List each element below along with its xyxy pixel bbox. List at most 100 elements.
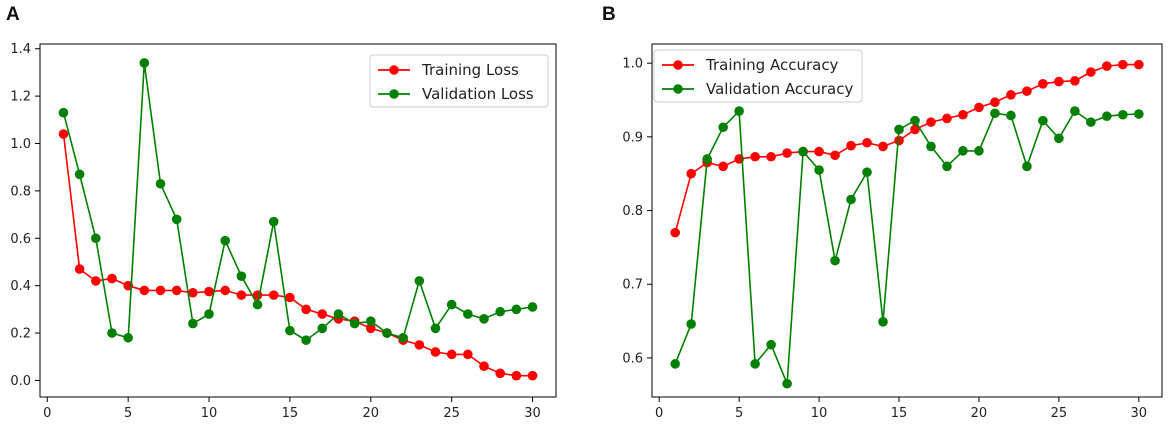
data-point <box>171 214 182 225</box>
data-point <box>463 349 473 360</box>
data-point <box>942 161 952 172</box>
data-point <box>670 359 680 369</box>
axes-frame <box>39 43 557 398</box>
data-point <box>398 332 408 343</box>
data-point <box>188 287 198 298</box>
data-point <box>430 323 441 334</box>
data-point <box>365 316 376 326</box>
data-point <box>171 285 182 296</box>
y-tick-label: 1.2 <box>10 90 31 105</box>
data-point <box>414 276 425 286</box>
data-point <box>58 129 69 139</box>
data-point <box>204 286 214 297</box>
x-tick-label: 5 <box>735 406 743 421</box>
data-point <box>798 146 808 157</box>
panel-label: B <box>602 4 616 25</box>
data-point <box>814 165 824 175</box>
data-point <box>91 276 101 286</box>
data-point <box>878 141 888 152</box>
data-point <box>894 124 904 135</box>
data-point <box>91 233 101 244</box>
data-point <box>686 319 696 329</box>
data-point <box>750 359 760 369</box>
data-point <box>1118 109 1128 120</box>
data-point <box>766 151 776 162</box>
data-point <box>1054 133 1064 144</box>
data-point <box>365 323 376 334</box>
axes-frame <box>651 43 1163 398</box>
data-point <box>220 285 231 296</box>
data-point <box>734 106 744 116</box>
data-point <box>74 264 85 274</box>
data-point <box>285 325 295 336</box>
y-tick-label: 0.7 <box>622 278 643 293</box>
x-tick-label: 5 <box>124 406 132 421</box>
series-line <box>674 109 1139 385</box>
data-point <box>1054 76 1064 87</box>
data-point <box>814 146 824 157</box>
x-tick-label: 20 <box>363 406 380 421</box>
data-point <box>301 335 311 345</box>
y-tick-label: 0.6 <box>10 232 31 247</box>
legend-box <box>653 49 863 103</box>
x-tick-label: 15 <box>282 406 299 421</box>
legend-label: Validation Accuracy <box>706 80 853 98</box>
y-tick-label: 0.4 <box>10 279 31 294</box>
y-tick-label: 1.0 <box>622 57 643 72</box>
data-point <box>317 309 328 319</box>
data-point <box>750 151 760 162</box>
data-point <box>1102 111 1112 122</box>
x-tick-label: 15 <box>891 406 908 421</box>
x-tick-label: 20 <box>971 406 988 421</box>
x-tick-label: 30 <box>524 406 541 421</box>
series-validation-loss <box>58 58 538 345</box>
data-point <box>285 292 295 303</box>
data-point <box>188 318 198 329</box>
data-point <box>1102 61 1112 71</box>
data-point <box>942 113 952 124</box>
data-point <box>155 285 166 296</box>
data-point <box>766 339 776 350</box>
data-point <box>1038 78 1048 89</box>
data-point <box>894 135 904 146</box>
data-point <box>846 140 856 151</box>
data-point <box>252 299 263 310</box>
data-point <box>862 137 872 148</box>
data-point <box>317 323 328 334</box>
data-point <box>463 309 473 319</box>
data-point <box>910 124 920 135</box>
y-tick-label: 0.9 <box>622 130 643 145</box>
data-point <box>974 146 984 156</box>
data-point <box>236 290 247 300</box>
data-point <box>830 255 840 266</box>
panel-a: A 0 5 10 15 20 25 30 0.0 0.2 0.4 0.6 0.8 1.0 1.2 1.4 Tra… <box>6 4 557 421</box>
legend-label: Training Accuracy <box>705 56 839 74</box>
data-point <box>846 194 856 205</box>
y-tick-label: 0.0 <box>10 374 31 389</box>
data-point <box>1070 106 1080 116</box>
legend-marker <box>389 65 399 75</box>
data-point <box>123 332 133 343</box>
x-tick-label: 30 <box>1131 406 1148 421</box>
data-point <box>990 97 1000 108</box>
data-point <box>414 340 425 350</box>
data-point <box>446 299 457 310</box>
series-training-loss <box>58 129 538 381</box>
data-point <box>926 141 936 152</box>
data-point <box>830 150 840 161</box>
data-point <box>1086 117 1096 127</box>
data-point <box>670 227 680 238</box>
data-point <box>479 314 489 324</box>
panel-b: B 0 5 10 15 20 25 30 0.6 0.7 0.8 0.9 1.0 Training Acc… <box>602 4 1163 421</box>
legend: Training Loss Validation Loss <box>369 54 549 108</box>
data-point <box>511 370 522 381</box>
legend: Training Accuracy Validation Accuracy <box>653 49 863 103</box>
data-point <box>511 304 522 315</box>
y-tick-label: 0.2 <box>10 327 31 342</box>
legend-marker <box>673 60 683 70</box>
data-point <box>1022 161 1032 172</box>
data-point <box>220 235 231 246</box>
data-point <box>958 109 968 120</box>
data-point <box>446 349 457 360</box>
data-point <box>782 148 792 158</box>
